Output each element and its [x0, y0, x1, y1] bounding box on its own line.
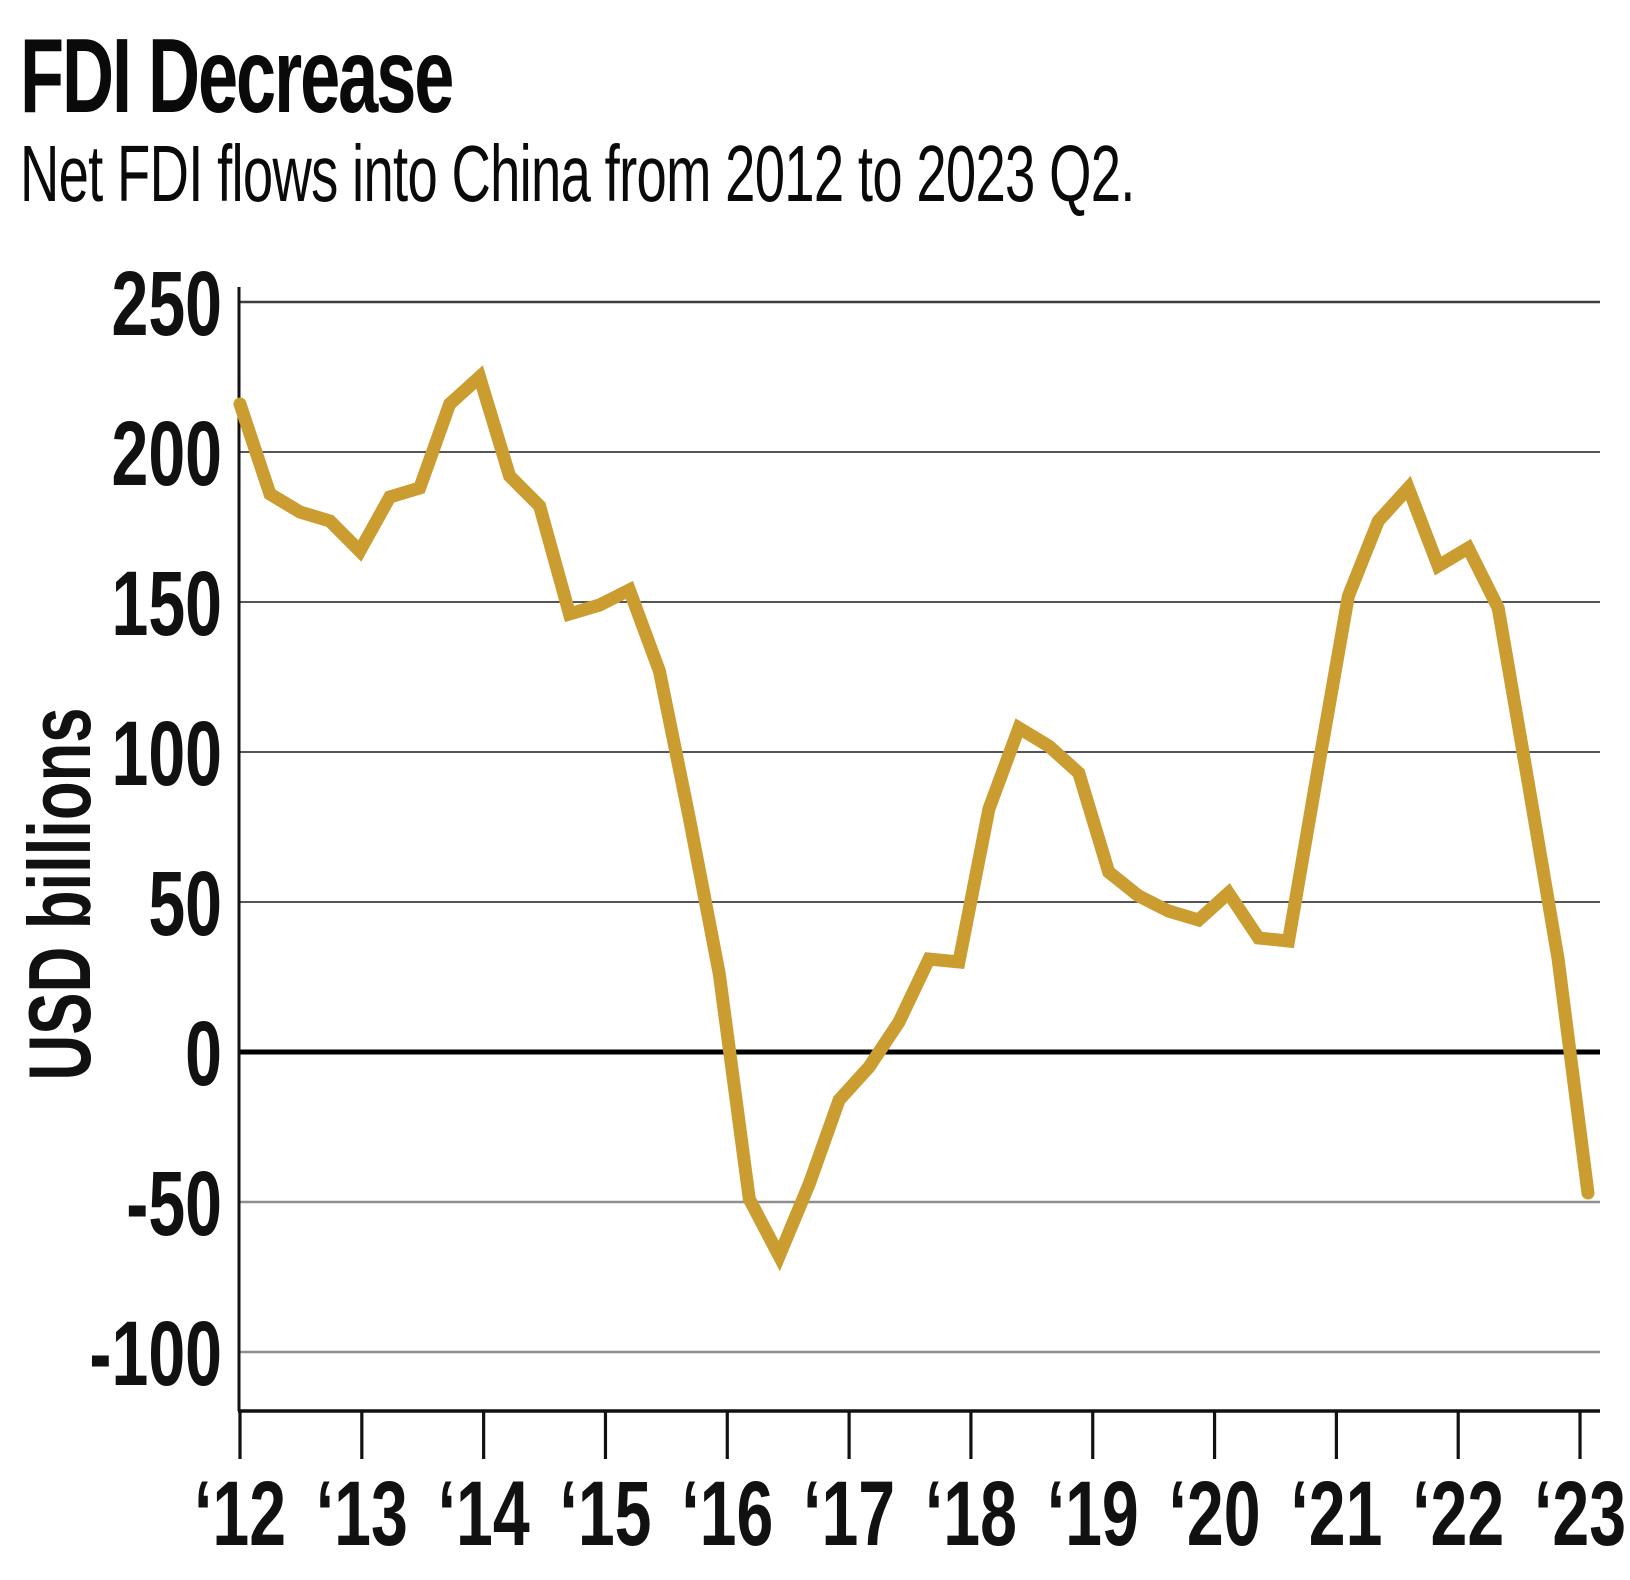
y-tick-label-group: 50 [148, 851, 222, 954]
page-subtitle: Net FDI flows into China from 2012 to 20… [20, 129, 1135, 218]
y-tick-label-group: -100 [89, 1301, 222, 1404]
x-tick-label: ‘12 [194, 1461, 286, 1564]
x-tick-label: ‘23 [1534, 1461, 1626, 1564]
y-tick-label-group: -50 [126, 1151, 222, 1254]
x-tick-label: ‘16 [681, 1461, 773, 1564]
x-tick-label-group: ‘12 [194, 1461, 286, 1564]
y-tick-label: 0 [185, 1001, 222, 1104]
x-tick-label: ‘21 [1290, 1461, 1382, 1564]
y-tick-label: 150 [111, 551, 222, 654]
y-tick-label: -50 [126, 1151, 222, 1254]
y-tick-label: 250 [111, 251, 222, 354]
x-tick-label-group: ‘14 [438, 1461, 530, 1564]
y-tick-label: -100 [89, 1301, 222, 1404]
x-tick-label-group: ‘23 [1534, 1461, 1626, 1564]
x-tick-label: ‘19 [1047, 1461, 1139, 1564]
x-tick-label-group: ‘19 [1047, 1461, 1139, 1564]
x-tick-label: ‘18 [925, 1461, 1017, 1564]
x-tick-label: ‘13 [316, 1461, 408, 1564]
x-tick-label: ‘15 [559, 1461, 651, 1564]
fdi-data-line [233, 365, 1595, 1272]
y-tick-label-group: 200 [111, 401, 222, 504]
y-axis-label-group: USD billions [12, 707, 110, 1080]
x-tick-label-group: ‘20 [1169, 1461, 1261, 1564]
x-tick-label-group: ‘13 [316, 1461, 408, 1564]
y-tick-label: 50 [148, 851, 222, 954]
x-tick-label-group: ‘16 [681, 1461, 773, 1564]
x-tick-label-group: ‘21 [1290, 1461, 1382, 1564]
y-tick-label-group: 100 [111, 701, 222, 804]
y-tick-label-group: 150 [111, 551, 222, 654]
x-tick-label-group: ‘18 [925, 1461, 1017, 1564]
y-tick-label-group: 250 [111, 251, 222, 354]
y-axis-label: USD billions [12, 707, 110, 1080]
y-tick-label: 200 [111, 401, 222, 504]
x-tick-label: ‘20 [1169, 1461, 1261, 1564]
y-tick-label-group: 0 [185, 1001, 222, 1104]
x-tick-label-group: ‘17 [803, 1461, 895, 1564]
x-tick-label: ‘22 [1412, 1461, 1504, 1564]
x-tick-label: ‘14 [438, 1461, 530, 1564]
page-title: FDI Decrease [20, 17, 454, 135]
x-tick-label-group: ‘22 [1412, 1461, 1504, 1564]
y-tick-label: 100 [111, 701, 222, 804]
x-tick-label-group: ‘15 [559, 1461, 651, 1564]
x-tick-label: ‘17 [803, 1461, 895, 1564]
